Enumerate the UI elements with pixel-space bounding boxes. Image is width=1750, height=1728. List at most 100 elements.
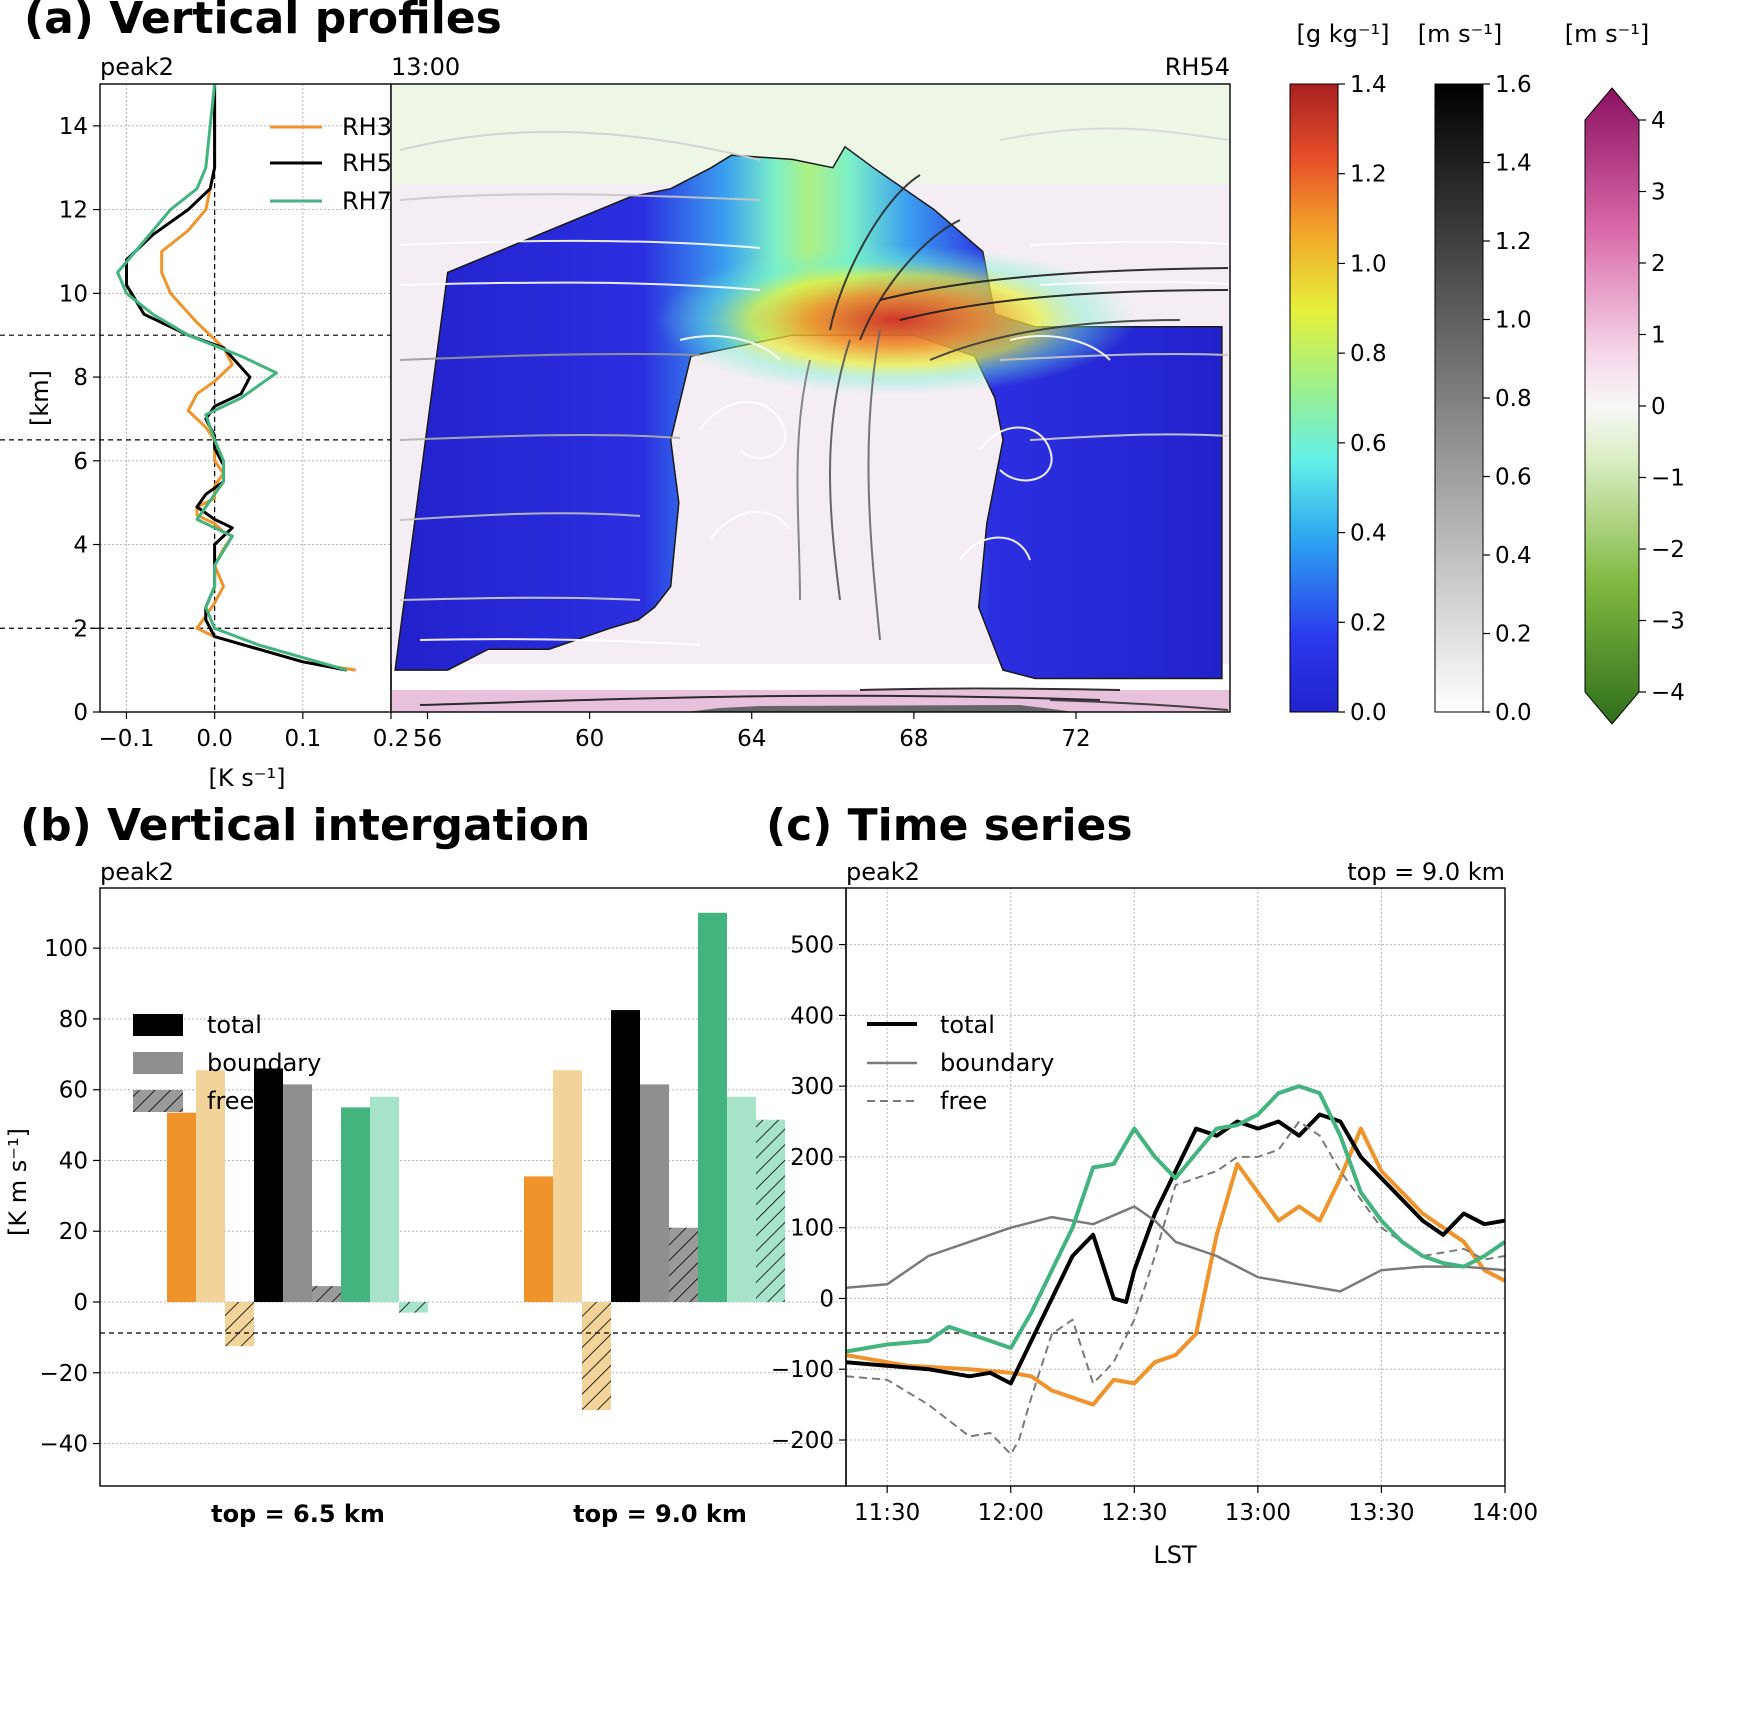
streamline [929,319,1181,361]
terrain [685,705,1074,712]
x-tick-label: 11:30 [854,1500,920,1526]
streamline [399,596,641,601]
y-tick-label: 60 [59,1078,88,1104]
profile-line-rh74 [116,83,348,672]
legend-label-c-free: free [940,1087,987,1115]
bar-rh74-total [698,912,727,1302]
panel-c-time-series: 11:30 12:00 12:30 13:00 13:30 14:00 −200 −100 0… [771,858,1538,1569]
x-tick-label: 0.1 [285,726,322,752]
streamline [1009,335,1111,361]
streamline [399,130,761,161]
panel-a-cross-section-x-ticks: 56 60 64 68 72 [413,712,1091,752]
y-tick-label: 4 [73,533,88,559]
cb1-tick-label: 0.2 [1350,610,1387,636]
panel-c-xlabel: LST [1153,1541,1197,1569]
series-rh34-total [846,1126,1505,1407]
cb3-tick-label: −3 [1651,609,1685,635]
x-tick-label: 12:00 [978,1500,1044,1526]
x-tick-label: 64 [737,726,766,752]
legend-label-total: total [207,1011,262,1039]
panel-a-cross-section: 56 60 64 68 72 13:00 RH54 [390,53,1231,752]
x-tick-label: −0.1 [99,726,155,752]
panel-a-profile-corner-label: peak2 [100,53,174,81]
streamline [1029,240,1229,246]
cb2-tick-label: 0.0 [1495,700,1532,726]
panel-a-profile-x-ticks: −0.1 0.0 0.1 0.2 [99,712,410,752]
y-tick-label: 20 [59,1219,88,1245]
bar-rh34-free-hatch [582,1302,611,1410]
panel-a-cross-section-frame [390,83,1231,713]
bar-rh74-free-hatch [399,1302,428,1313]
panel-b-title: (b) Vertical intergation [20,800,590,851]
x-tick-label: 12:30 [1101,1500,1167,1526]
streamline [999,127,1229,141]
cb3-tick-label: −4 [1651,680,1685,706]
y-tick-label: 100 [44,936,88,962]
panel-c-legend: total boundary free [867,1011,1054,1115]
y-tick-label: 500 [790,933,834,959]
streamline [679,335,781,361]
y-tick-label: 2 [73,616,88,642]
cb2-tick-label: 1.4 [1495,151,1532,177]
x-tick-label: 56 [413,726,442,752]
bar-rh74-total [341,1107,370,1302]
y-tick-label: 12 [59,198,88,224]
y-tick-label: 40 [59,1148,88,1174]
cb3-tick-label: −2 [1651,537,1685,563]
legend-label-boundary: boundary [207,1049,321,1077]
profile-line-rh34 [160,84,356,672]
bar-rh54-boundary [640,1084,669,1302]
y-tick-label: 6 [73,449,88,475]
bar-rh74-boundary [370,1096,399,1302]
bar-rh34-total [167,1112,196,1302]
x-tick-label: 0.0 [196,726,233,752]
panel-b-group-label-6-5: top = 6.5 km [211,1500,385,1528]
panel-c-corner-label: peak2 [846,858,920,886]
panel-a-legend: RH34 RH54 RH74 [270,113,407,215]
y-tick-label: −100 [771,1357,834,1383]
x-tick-label: 0.2 [373,726,410,752]
cb1-tick-label: 1.0 [1350,251,1387,277]
panel-a-profile-frame [99,83,392,713]
legend-label-c-boundary: boundary [940,1049,1054,1077]
y-tick-label: 400 [790,1003,834,1029]
streamline [399,193,761,201]
streamline [1039,280,1229,286]
y-tick-label: −20 [39,1361,88,1387]
colorbar-vertical-velocity [1584,87,1640,725]
streamline [859,687,1121,691]
streamline [1049,699,1229,711]
cross-section-surface-tint [391,690,1230,712]
x-tick-label: 13:00 [1225,1500,1291,1526]
cb1-tick-label: 0.0 [1350,700,1387,726]
legend-swatch-total [133,1014,183,1036]
cb2-tick-label: 1.0 [1495,308,1532,334]
panel-a-profile-ylabel: [km] [26,370,54,426]
bar-rh34-free-hatch [225,1302,254,1347]
streamline [829,339,851,601]
streamline [1029,433,1229,441]
y-tick-label: 100 [790,1216,834,1242]
cb2-tick-label: 0.6 [1495,465,1532,491]
series-rh54-boundary [846,1205,1505,1293]
cb2-tick-label: 0.4 [1495,543,1532,569]
y-tick-label: 0 [819,1286,834,1312]
legend-label-c-total: total [940,1011,995,1039]
cb1-tick-label: 0.4 [1350,521,1387,547]
streamline [867,329,881,641]
cb3-tick-label: 1 [1651,323,1666,349]
panel-b-ylabel: [K m s⁻¹] [4,1128,32,1236]
streamline [399,512,641,521]
cb2-tick-label: 1.2 [1495,229,1532,255]
streamline [419,638,701,646]
panel-c-title: (c) Time series [766,800,1133,851]
bar-rh34-boundary [553,1070,582,1302]
cb3-tick-label: 4 [1651,108,1666,134]
cb1-tick-label: 0.8 [1350,341,1387,367]
colorbar-unit-speed: [m s⁻¹] [1418,20,1503,48]
colorbar-unit-mixing-ratio: [g kg⁻¹] [1296,20,1389,48]
colorbar-mixing-ratio [1289,83,1339,713]
series-rh54-total [846,1112,1505,1386]
bar-rh34-total [524,1176,553,1302]
